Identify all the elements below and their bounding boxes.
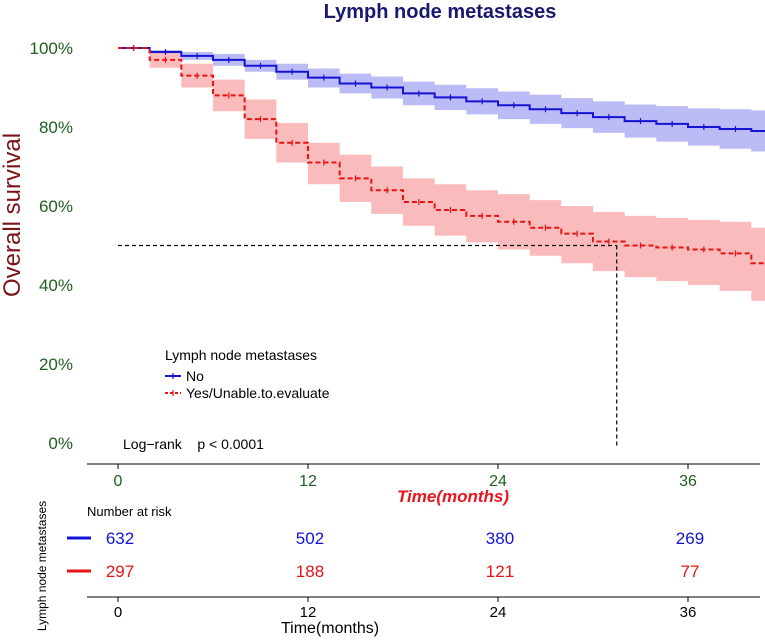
- risk-x-tick-label: 24: [490, 604, 507, 621]
- y-tick-label: 60%: [39, 197, 73, 216]
- risk-table-rows: 632502380269185110502971881217744265: [67, 529, 704, 581]
- risk-value-no: 380: [486, 529, 514, 548]
- risk-value-yes: 77: [681, 562, 700, 581]
- y-tick-label: 80%: [39, 118, 73, 137]
- confidence-band-yes: [118, 48, 765, 301]
- y-axis-label: Overall survival: [0, 133, 26, 297]
- x-tick-label: 24: [489, 473, 507, 490]
- risk-value-no: 502: [296, 529, 324, 548]
- y-tick-label: 100%: [30, 39, 73, 58]
- median-survival-lines: [118, 244, 618, 446]
- x-axis-label: Time(months): [397, 487, 509, 506]
- risk-value-yes: 297: [106, 562, 134, 581]
- logrank-annotation: Log−rank p < 0.0001: [123, 436, 264, 452]
- y-axis-ticks: 0% 20% 40% 60% 80% 100%: [30, 39, 73, 453]
- risk-value-yes: 121: [486, 562, 514, 581]
- chart-title: Lymph node metastases: [324, 1, 557, 23]
- risk-table-title: Number at risk: [87, 504, 172, 519]
- survival-curve-no: [118, 47, 765, 132]
- survival-curves: [118, 45, 765, 265]
- y-tick-label: 40%: [39, 276, 73, 295]
- risk-x-tick-label: 12: [300, 604, 317, 621]
- risk-table-side-label: Lymph node metastases: [35, 501, 49, 631]
- x-tick-label: 36: [679, 473, 697, 490]
- confidence-bands: [118, 48, 765, 301]
- x-axis-ticks: 0122436486072: [114, 464, 697, 490]
- legend-title: Lymph node metastases: [165, 347, 317, 363]
- legend: Lymph node metastases No Yes/Unable.to.e…: [165, 347, 330, 401]
- y-tick-label: 20%: [39, 355, 73, 374]
- legend-label-yes: Yes/Unable.to.evaluate: [186, 385, 330, 401]
- risk-x-tick-label: 0: [114, 604, 122, 621]
- x-tick-label: 12: [299, 473, 317, 490]
- risk-value-no: 632: [106, 529, 134, 548]
- x-tick-label: 0: [114, 473, 123, 490]
- legend-label-no: No: [186, 368, 204, 384]
- y-tick-label: 0%: [48, 434, 73, 453]
- risk-x-tick-label: 36: [680, 604, 697, 621]
- risk-table-xlabel: Time(months): [281, 620, 379, 637]
- risk-value-yes: 188: [296, 562, 324, 581]
- confidence-band-no: [118, 48, 765, 152]
- risk-table-x-ticks: 0122436486072: [114, 597, 697, 621]
- risk-value-no: 269: [676, 529, 704, 548]
